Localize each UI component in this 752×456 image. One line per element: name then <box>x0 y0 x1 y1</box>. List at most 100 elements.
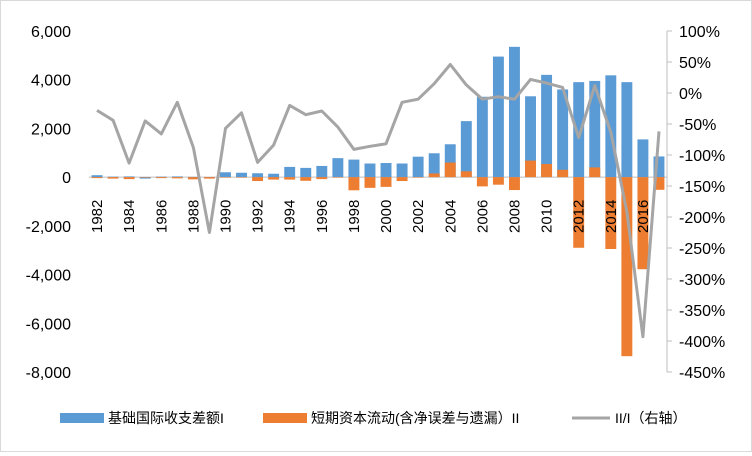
bar-short-term-flow <box>605 177 617 249</box>
bar-basic-balance <box>268 173 280 178</box>
y-left-tick-label: -6,000 <box>26 316 71 333</box>
bar-short-term-flow <box>284 177 296 180</box>
y-left-tick-label: -8,000 <box>26 365 71 382</box>
y-right-tick-label: 50% <box>679 55 711 72</box>
y-left-tick-label: -4,000 <box>26 268 71 285</box>
bar-short-term-flow <box>573 177 585 248</box>
y-left-tick-label: 0 <box>62 170 71 187</box>
bar-short-term-flow <box>541 163 553 178</box>
x-tick-label: 2002 <box>410 200 427 233</box>
bar-short-term-flow <box>589 167 601 178</box>
bar-basic-balance <box>476 96 488 178</box>
y-right-tick-label: -250% <box>679 241 725 258</box>
bar-basic-balance <box>252 173 264 178</box>
x-tick-label: 1986 <box>153 200 170 233</box>
bar-basic-balance <box>444 144 456 178</box>
axes-group: 6,000 4,000 2,000 0 -2,000 -4,000 -6,000 -8,000… <box>26 24 726 382</box>
bar-basic-balance <box>332 158 344 178</box>
bar-basic-balance <box>460 121 472 178</box>
bar-short-term-flow <box>444 162 456 178</box>
y-left-tick-label: 2,000 <box>31 121 71 138</box>
y-right-tick-label: 100% <box>679 24 720 41</box>
bar-basic-balance <box>492 56 504 178</box>
bar-short-term-flow <box>428 173 440 178</box>
legend-label-ratio-line: II/I（右轴） <box>615 410 687 426</box>
legend-swatch-basic-balance <box>60 413 104 423</box>
bar-basic-balance <box>123 176 135 178</box>
y-right-tick-label: 0% <box>679 86 702 103</box>
y-right-tick-label: -50% <box>679 117 716 134</box>
legend-label-short-term-flow: 短期资本流动(含净误差与遗漏）II <box>311 410 519 426</box>
x-tick-label: 2016 <box>635 200 652 233</box>
bar-short-term-flow <box>412 177 424 178</box>
bar-short-term-flow <box>364 177 376 188</box>
bar-short-term-flow <box>557 169 569 178</box>
y-right-tick-label: -350% <box>679 303 725 320</box>
y-right-tick-label: -200% <box>679 210 725 227</box>
bar-basic-balance <box>621 82 633 178</box>
bar-basic-balance <box>653 156 665 178</box>
bar-basic-balance <box>428 153 440 178</box>
bar-basic-balance <box>557 89 569 178</box>
bar-short-term-flow <box>621 177 633 357</box>
x-tick-label: 2004 <box>442 200 459 233</box>
x-tick-labels: 1982 1984 1986 1988 1990 1992 1994 1996 1998 2000… <box>89 200 652 233</box>
x-tick-label: 2014 <box>603 200 620 233</box>
bar-short-term-flow <box>316 177 328 180</box>
bar-basic-balance <box>236 172 247 178</box>
y-right-tick-label: -300% <box>679 272 725 289</box>
bar-basic-balance <box>316 165 328 178</box>
bar-short-term-flow <box>492 177 504 185</box>
ratio-line-group <box>96 63 661 339</box>
bar-short-term-flow <box>123 177 135 180</box>
ratio-line <box>96 63 661 339</box>
bar-short-term-flow <box>332 177 344 178</box>
bars-group <box>91 46 665 357</box>
y-right-tick-label: -450% <box>679 365 725 382</box>
bar-short-term-flow <box>653 177 665 190</box>
bar-basic-balance <box>541 74 553 178</box>
x-tick-label: 2006 <box>474 200 491 233</box>
x-tick-label: 1992 <box>250 200 267 233</box>
y-left-tick-label: -2,000 <box>26 219 71 236</box>
x-tick-label: 1998 <box>346 200 363 233</box>
bar-short-term-flow <box>236 177 247 178</box>
bar-basic-balance <box>107 176 119 178</box>
bar-basic-balance <box>155 176 167 178</box>
bar-short-term-flow <box>268 177 280 180</box>
x-tick-label: 1982 <box>89 200 106 233</box>
bar-short-term-flow <box>91 177 103 179</box>
bar-basic-balance <box>220 172 231 178</box>
bar-short-term-flow <box>203 177 215 179</box>
bar-short-term-flow <box>139 177 151 178</box>
legend-label-basic-balance: 基础国际收支差额I <box>108 410 224 426</box>
bar-basic-balance <box>284 166 296 178</box>
bar-short-term-flow <box>187 177 199 180</box>
bar-short-term-flow <box>220 177 231 178</box>
bar-basic-balance <box>605 75 617 178</box>
bar-basic-balance <box>573 82 585 178</box>
bar-short-term-flow <box>380 177 392 187</box>
x-tick-label: 1988 <box>185 200 202 233</box>
bar-short-term-flow <box>300 177 312 181</box>
bar-short-term-flow <box>525 160 536 178</box>
bar-short-term-flow <box>637 177 649 270</box>
x-tick-label: 1996 <box>314 200 331 233</box>
y-right-tick-label: -100% <box>679 148 725 165</box>
x-tick-label: 2000 <box>378 200 395 233</box>
bar-basic-balance <box>525 96 536 178</box>
bar-short-term-flow <box>348 177 360 191</box>
bar-short-term-flow <box>476 177 488 187</box>
x-tick-label: 2010 <box>539 200 556 233</box>
bar-basic-balance <box>300 167 312 178</box>
bar-short-term-flow <box>155 177 167 179</box>
bar-short-term-flow <box>107 177 119 179</box>
bar-short-term-flow <box>460 171 472 178</box>
bar-basic-balance <box>637 139 649 178</box>
y-left-tick-label: 6,000 <box>31 24 71 41</box>
bar-basic-balance <box>509 46 520 178</box>
x-tick-label: 2012 <box>571 200 588 233</box>
bar-short-term-flow <box>252 177 264 182</box>
bar-basic-balance <box>589 80 601 178</box>
x-tick-label: 1994 <box>282 200 299 233</box>
